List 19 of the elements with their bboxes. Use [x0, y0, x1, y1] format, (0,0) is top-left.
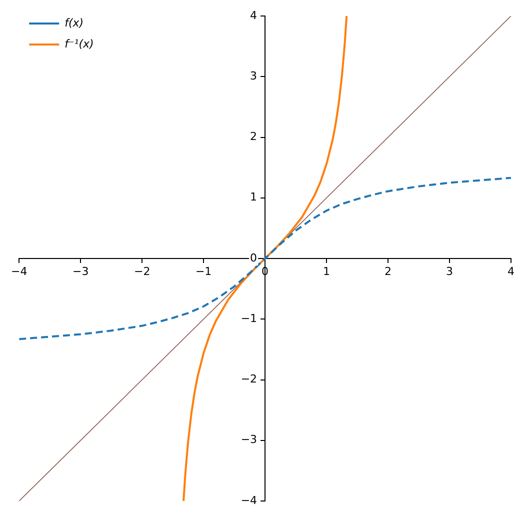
y-tick-label: 1: [250, 190, 258, 204]
y-tick-label: 2: [250, 130, 258, 144]
y-tick-label: −1: [240, 312, 258, 325]
x-tick-label: 2: [384, 264, 392, 278]
x-tick-label: 3: [446, 264, 454, 278]
y-tick-label: −3: [240, 433, 258, 446]
y-tick-label: 3: [250, 69, 258, 82]
x-tick-label: −3: [72, 264, 89, 278]
x-tick-label: −2: [134, 264, 150, 278]
y-tick-label: −4: [240, 494, 258, 507]
x-tick-label: 4: [508, 264, 514, 278]
legend-label: f⁻¹(x): [64, 37, 94, 50]
legend-label: f(x): [64, 16, 84, 30]
y-tick-label: 4: [250, 8, 258, 22]
y-tick-label: 0: [250, 251, 258, 264]
y-tick-label: −2: [240, 372, 258, 386]
x-tick-label: −4: [11, 264, 28, 278]
x-tick-label: 1: [323, 264, 330, 278]
x-tick-label: −1: [195, 264, 212, 278]
